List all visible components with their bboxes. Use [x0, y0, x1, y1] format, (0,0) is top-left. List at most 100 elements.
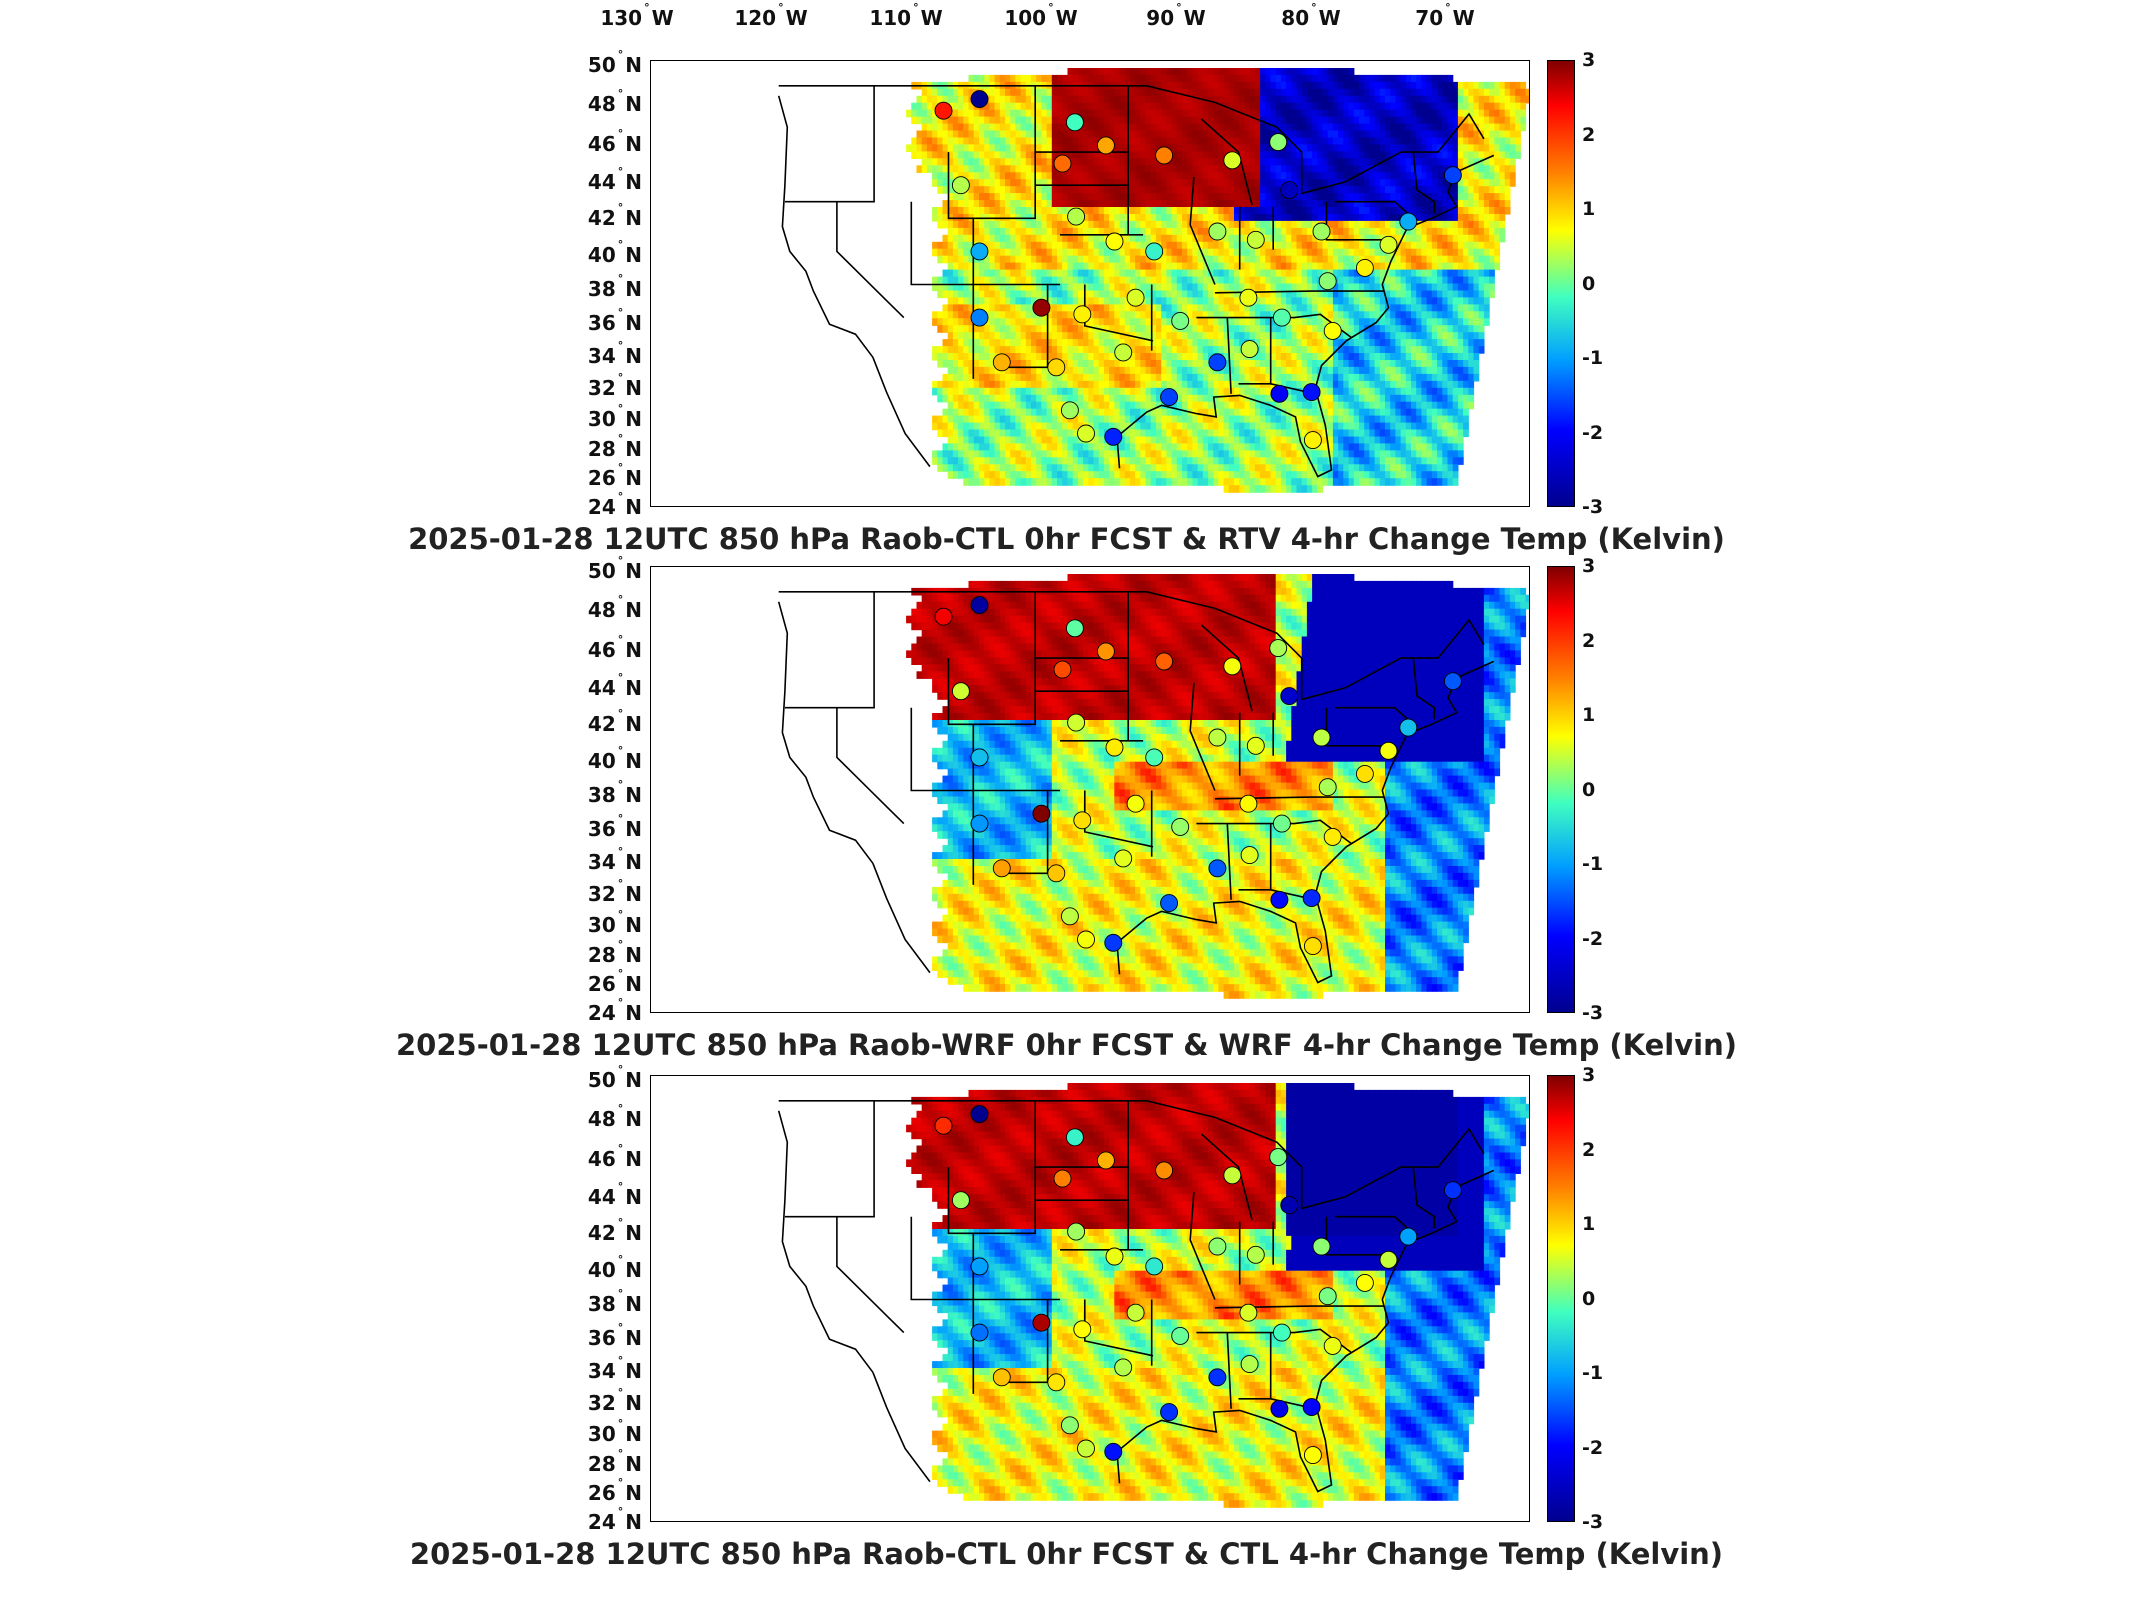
raob-station-marker [1060, 907, 1079, 926]
raob-station-marker [1223, 657, 1242, 676]
raob-station-marker [1073, 811, 1092, 830]
raob-station-marker [1272, 1323, 1291, 1342]
raob-station-marker [1280, 1196, 1299, 1215]
latitude-tick-label: 48 ° N [587, 1102, 642, 1131]
raob-station-marker [970, 1323, 989, 1342]
latitude-tick-label: 38 ° N [587, 272, 642, 301]
raob-station-marker [1032, 1313, 1051, 1332]
raob-station-marker [1114, 849, 1133, 868]
latitude-tick-label: 44 ° N [587, 1180, 642, 1209]
latitude-tick-label: 24 ° N [587, 1505, 642, 1534]
latitude-tick-label: 24 ° N [587, 490, 642, 519]
raob-station-marker [1053, 660, 1072, 679]
colorbar-tick-label: -1 [1582, 853, 1604, 875]
latitude-tick-label: 40 ° N [587, 744, 642, 773]
raob-station-marker [1323, 1336, 1342, 1355]
raob-station-marker [1269, 639, 1288, 658]
raob-station-marker [1155, 652, 1174, 671]
colorbar-tick-label: 1 [1582, 198, 1596, 220]
latitude-tick-label: 26 ° N [587, 461, 642, 490]
raob-station-marker [1096, 642, 1115, 661]
panel-title: 2025-01-28 12UTC 850 hPa Raob-CTL 0hr FC… [408, 522, 1725, 556]
raob-station-marker [1272, 308, 1291, 327]
latitude-tick-label: 28 ° N [587, 938, 642, 967]
raob-station-marker [934, 607, 953, 626]
raob-station-marker [1355, 258, 1374, 277]
latitude-tick-label: 48 ° N [587, 593, 642, 622]
latitude-tick-label: 26 ° N [587, 967, 642, 996]
colorbar-tick-label: 2 [1582, 1138, 1596, 1161]
raob-station-marker [1246, 1245, 1265, 1264]
raob-station-marker [1155, 1161, 1174, 1180]
latitude-tick-label: 46 ° N [587, 127, 642, 156]
raob-station-marker [1379, 741, 1398, 760]
longitude-tick-label: 130 ° W [600, 1, 674, 30]
colorbar-tick-label: 1 [1582, 1213, 1596, 1235]
raob-station-marker [1443, 1181, 1462, 1200]
latitude-tick-label: 26 ° N [587, 1476, 642, 1505]
latitude-tick-label: 40 ° N [587, 1253, 642, 1282]
raob-station-marker [1065, 1128, 1084, 1147]
raob-station-marker [1065, 619, 1084, 638]
latitude-tick-label: 30 ° N [587, 402, 642, 431]
colorbar-tick-label: 2 [1582, 123, 1596, 146]
latitude-tick-label: 36 ° N [587, 1321, 642, 1350]
longitude-tick-label: 100 ° W [1004, 1, 1078, 30]
raob-station-marker [992, 859, 1011, 878]
raob-station-marker [1318, 778, 1337, 797]
latitude-tick-label: 46 ° N [587, 633, 642, 662]
panel-title: 2025-01-28 12UTC 850 hPa Raob-WRF 0hr FC… [395, 1028, 1737, 1062]
raob-station-marker [1399, 212, 1418, 231]
raob-station-marker [970, 90, 989, 109]
raob-station-marker [1240, 340, 1259, 359]
raob-station-marker [992, 353, 1011, 372]
raob-station-marker [1355, 764, 1374, 783]
colorbar-tick-label: -2 [1582, 927, 1604, 950]
raob-station-marker [1318, 272, 1337, 291]
colorbar-tick-label: 3 [1582, 1064, 1596, 1086]
map-plot-area [650, 1075, 1530, 1522]
raob-station-marker [1302, 383, 1321, 402]
colorbar [1547, 60, 1575, 507]
raob-station-marker [1145, 1257, 1164, 1276]
latitude-tick-label: 36 ° N [587, 306, 642, 335]
latitude-tick-label: 30 ° N [587, 908, 642, 937]
raob-station-marker [1312, 222, 1331, 241]
raob-station-marker [1096, 136, 1115, 155]
raob-stations [934, 1105, 1462, 1465]
longitude-axis: 130 ° W 120 ° W 110 ° W 100 ° W 90 ° W 80 ° W 70 ° W [0, 0, 2133, 40]
map-plot-area [650, 60, 1530, 507]
colorbar [1547, 566, 1575, 1013]
raob-station-marker [1399, 1227, 1418, 1246]
raob-station-marker [1208, 222, 1227, 241]
panel-title: 2025-01-28 12UTC 850 hPa Raob-CTL 0hr FC… [409, 1537, 1724, 1571]
latitude-tick-label: 32 ° N [587, 1386, 642, 1415]
temperature-map [777, 574, 1529, 999]
raob-station-marker [1208, 353, 1227, 372]
raob-station-marker [951, 1191, 970, 1210]
longitude-tick-label: 120 ° W [734, 1, 808, 30]
colorbar-tick-label: -3 [1582, 1511, 1604, 1533]
raob-station-marker [1126, 1303, 1145, 1322]
raob-station-marker [1246, 736, 1265, 755]
colorbar-tick-label: -2 [1582, 1436, 1604, 1459]
latitude-tick-label: 44 ° N [587, 671, 642, 700]
colorbar-tick-label: 0 [1582, 1287, 1596, 1310]
raob-station-marker [1067, 713, 1086, 732]
raob-station-marker [970, 1105, 989, 1124]
latitude-tick-label: 24 ° N [587, 996, 642, 1025]
raob-station-marker [1379, 1250, 1398, 1269]
raob-station-marker [1443, 166, 1462, 185]
latitude-tick-label: 28 ° N [587, 1447, 642, 1476]
raob-station-marker [1270, 1399, 1289, 1418]
colorbar-tick-label: -3 [1582, 496, 1604, 518]
raob-station-marker [1077, 1439, 1095, 1458]
latitude-tick-label: 44 ° N [587, 165, 642, 194]
longitude-tick-label: 90 ° W [1146, 1, 1206, 30]
longitude-tick-label: 70 ° W [1415, 1, 1475, 30]
temperature-map [777, 68, 1529, 493]
raob-station-marker [1269, 133, 1288, 152]
latitude-tick-label: 38 ° N [587, 1287, 642, 1316]
temperature-field [906, 574, 1529, 999]
raob-station-marker [1239, 794, 1258, 813]
